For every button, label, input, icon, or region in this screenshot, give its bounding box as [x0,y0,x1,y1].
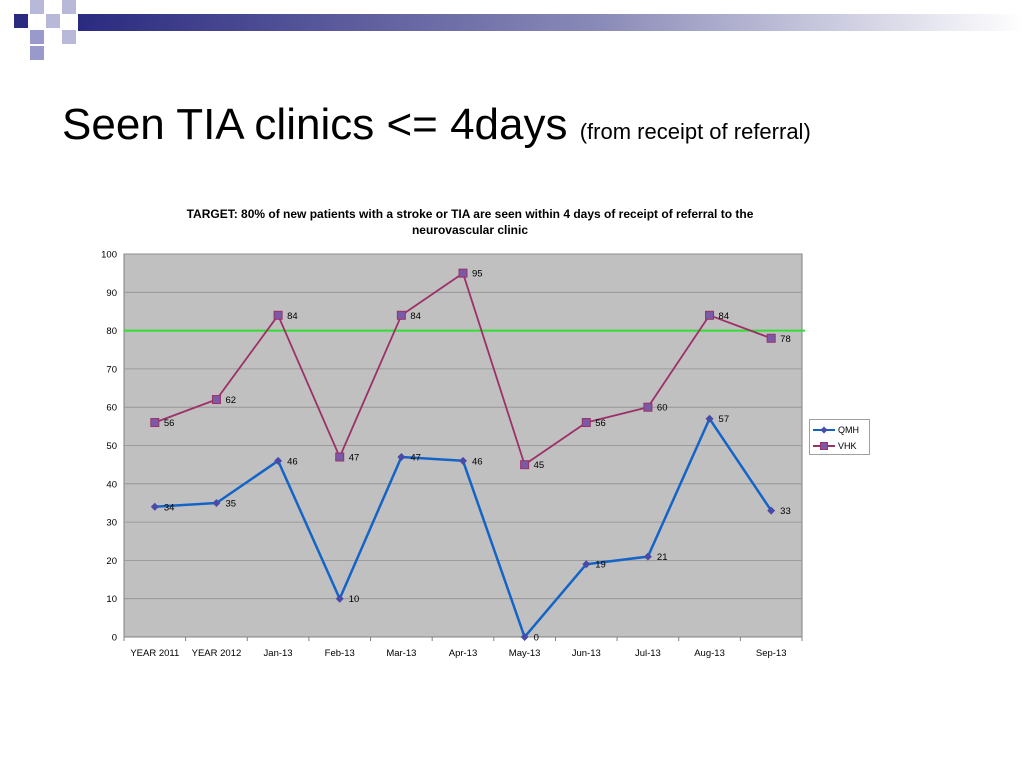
chart-title: TARGET: 80% of new patients with a strok… [186,207,754,237]
y-tick-label: 40 [106,479,117,490]
legend-swatch-vhk [813,442,835,450]
data-label-qmh: 0 [534,633,539,644]
legend-swatch-qmh [813,426,835,434]
x-tick-label: Jun-13 [572,648,601,659]
data-label-qmh: 21 [657,552,668,563]
x-tick-label: Apr-13 [449,648,478,659]
x-tick-label: YEAR 2011 [130,648,179,659]
y-tick-label: 90 [106,288,117,299]
data-point-qmh [520,633,529,641]
legend-item-vhk: VHK [813,439,857,453]
data-point-vhk [273,310,283,320]
data-label-vhk: 84 [719,311,730,322]
data-point-qmh [643,552,652,561]
y-tick-label: 0 [112,633,117,644]
x-tick-label: Jul-13 [635,648,661,659]
data-point-qmh [705,414,714,423]
data-point-vhk [335,452,345,462]
data-label-vhk: 45 [534,460,545,471]
y-tick-label: 70 [106,364,117,375]
legend-label-vhk: VHK [838,441,857,451]
data-point-vhk [458,268,468,278]
data-point-vhk [643,402,653,412]
slide-subtitle: (from receipt of referral) [579,119,811,144]
y-tick-label: 80 [106,326,117,337]
data-label-qmh: 19 [595,560,606,571]
y-tick-label: 50 [106,441,117,452]
legend-label-qmh: QMH [838,425,859,435]
x-tick-label: Jan-13 [264,648,293,659]
data-point-qmh [150,502,159,511]
data-point-qmh [274,456,283,465]
data-label-vhk: 56 [595,418,606,429]
data-label-vhk: 78 [780,334,791,345]
data-label-qmh: 46 [472,456,483,467]
data-label-qmh: 35 [225,498,236,509]
legend-item-qmh: QMH [813,423,859,437]
x-tick-label: Feb-13 [325,648,355,659]
x-tick-label: Sep-13 [756,648,787,659]
chart-legend: QMH VHK [809,419,870,455]
slide-title: Seen TIA clinics <= 4days (from receipt … [62,103,811,147]
x-tick-label: Mar-13 [386,648,416,659]
data-label-vhk: 60 [657,403,668,414]
data-label-vhk: 62 [225,395,236,406]
data-label-qmh: 47 [410,452,421,463]
data-point-vhk [520,460,530,470]
data-label-qmh: 46 [287,456,298,467]
data-point-qmh [582,560,591,569]
y-tick-label: 30 [106,518,117,529]
x-tick-label: May-13 [509,648,541,659]
data-point-vhk [150,418,160,428]
data-point-qmh [335,594,344,603]
data-point-vhk [396,310,406,320]
data-point-vhk [581,418,591,428]
y-tick-label: 60 [106,403,117,414]
data-label-qmh: 10 [349,594,360,605]
x-tick-label: YEAR 2012 [192,648,242,659]
data-label-vhk: 95 [472,269,483,280]
data-label-qmh: 34 [164,502,175,513]
y-tick-label: 20 [106,556,117,567]
data-point-vhk [211,395,221,405]
data-label-vhk: 84 [410,311,421,322]
x-tick-label: Aug-13 [694,648,725,659]
data-point-vhk [766,333,776,343]
data-point-qmh [459,456,467,465]
data-point-qmh [397,452,406,461]
data-label-vhk: 47 [349,452,360,463]
data-point-vhk [705,310,715,320]
data-point-qmh [212,498,221,507]
data-label-vhk: 56 [164,418,175,429]
data-label-vhk: 84 [287,311,298,322]
header-decoration [14,0,1024,60]
y-tick-label: 100 [101,250,117,261]
data-point-qmh [767,506,776,515]
data-label-qmh: 57 [719,414,730,425]
slide-title-text: Seen TIA clinics <= 4days [62,100,568,149]
y-tick-label: 10 [106,594,117,605]
data-label-qmh: 33 [780,506,791,517]
